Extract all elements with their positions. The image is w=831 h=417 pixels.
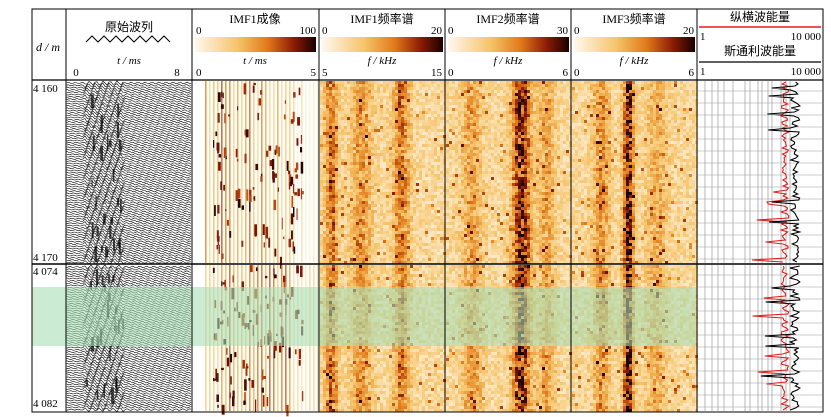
imf3s-scale-max: 20 <box>683 25 695 37</box>
spectrum-heat-cells <box>320 81 446 264</box>
stoneley-energy-curve <box>760 265 801 411</box>
pswave-scale-max: 10 000 <box>791 31 822 43</box>
pswave-scale-min: 1 <box>700 31 706 43</box>
highlight-zone <box>32 287 696 346</box>
imf1s-colorbar <box>322 37 443 52</box>
imf1-image-stripes <box>205 81 319 269</box>
imf2s-axis-min: 0 <box>448 67 454 79</box>
imf2s-scale-max: 30 <box>557 25 569 37</box>
stoneley-energy-curve <box>767 81 802 263</box>
imf1-axis-max: 5 <box>311 67 317 79</box>
raw-axis-min: 0 <box>73 67 79 79</box>
depth-label-bottom-2: 4 082 <box>33 398 58 410</box>
imf2s-colorbar <box>448 37 569 52</box>
energy-grid <box>698 81 822 263</box>
pswave-energy-label: 纵横波能量 <box>730 10 790 24</box>
stoneley-energy-label: 斯通利波能量 <box>724 44 796 58</box>
energy-grid <box>698 265 822 411</box>
stoneley-scale-max: 10 000 <box>791 66 822 78</box>
track-headers: d / m 原始波列 t / ms 0 8 IMF1成像 0 100 t / m… <box>33 10 822 410</box>
imf1-axis-label: t / ms <box>243 55 267 67</box>
imf2s-scale-min: 0 <box>448 25 454 37</box>
pswave-energy-curve <box>752 265 791 411</box>
imf3s-colorbar <box>574 37 695 52</box>
imf3s-axis-max: 6 <box>689 67 695 79</box>
zigzag-wave-icon <box>85 35 171 43</box>
imf2s-axis-max: 6 <box>563 67 569 79</box>
raw-wave-title: 原始波列 <box>105 20 153 34</box>
imf1s-title: IMF1频率谱 <box>350 11 413 26</box>
raw-waveform-traces <box>66 80 192 266</box>
imf1s-scale-max: 20 <box>431 25 443 37</box>
imf2s-title: IMF2频率谱 <box>476 11 539 26</box>
imf1s-axis-max: 15 <box>431 67 443 79</box>
energy-curves <box>752 81 802 411</box>
imf3s-scale-min: 0 <box>574 25 580 37</box>
depth-header: d / m <box>36 40 60 54</box>
imf3s-axis-label: f / kHz <box>620 55 649 67</box>
imf1-colorbar <box>195 37 316 52</box>
pswave-energy-curve <box>752 81 790 263</box>
imf2s-axis-label: f / kHz <box>494 55 523 67</box>
imf1s-scale-min: 0 <box>322 25 328 37</box>
depth-label-top-1: 4 160 <box>33 83 58 95</box>
imf1s-axis-label: f / kHz <box>368 55 397 67</box>
raw-axis-label: t / ms <box>117 55 141 67</box>
figure-frame <box>31 8 824 413</box>
imf1-title: IMF1成像 <box>229 12 280 26</box>
spectrum-heat-cells <box>446 81 572 264</box>
stoneley-scale-min: 1 <box>700 66 706 78</box>
imf1s-axis-min: 5 <box>322 67 328 79</box>
imf1-axis-min: 0 <box>196 67 202 79</box>
depth-label-top-2: 4 074 <box>33 266 58 278</box>
imf1-scale-max: 100 <box>300 25 317 37</box>
spectrum-heat-cells <box>572 81 698 264</box>
raw-axis-max: 8 <box>174 67 180 79</box>
imf3s-axis-min: 0 <box>574 67 580 79</box>
depth-label-bottom-1: 4 170 <box>33 252 58 264</box>
imf1-scale-min: 0 <box>196 25 202 37</box>
imf3s-title: IMF3频率谱 <box>602 11 665 26</box>
